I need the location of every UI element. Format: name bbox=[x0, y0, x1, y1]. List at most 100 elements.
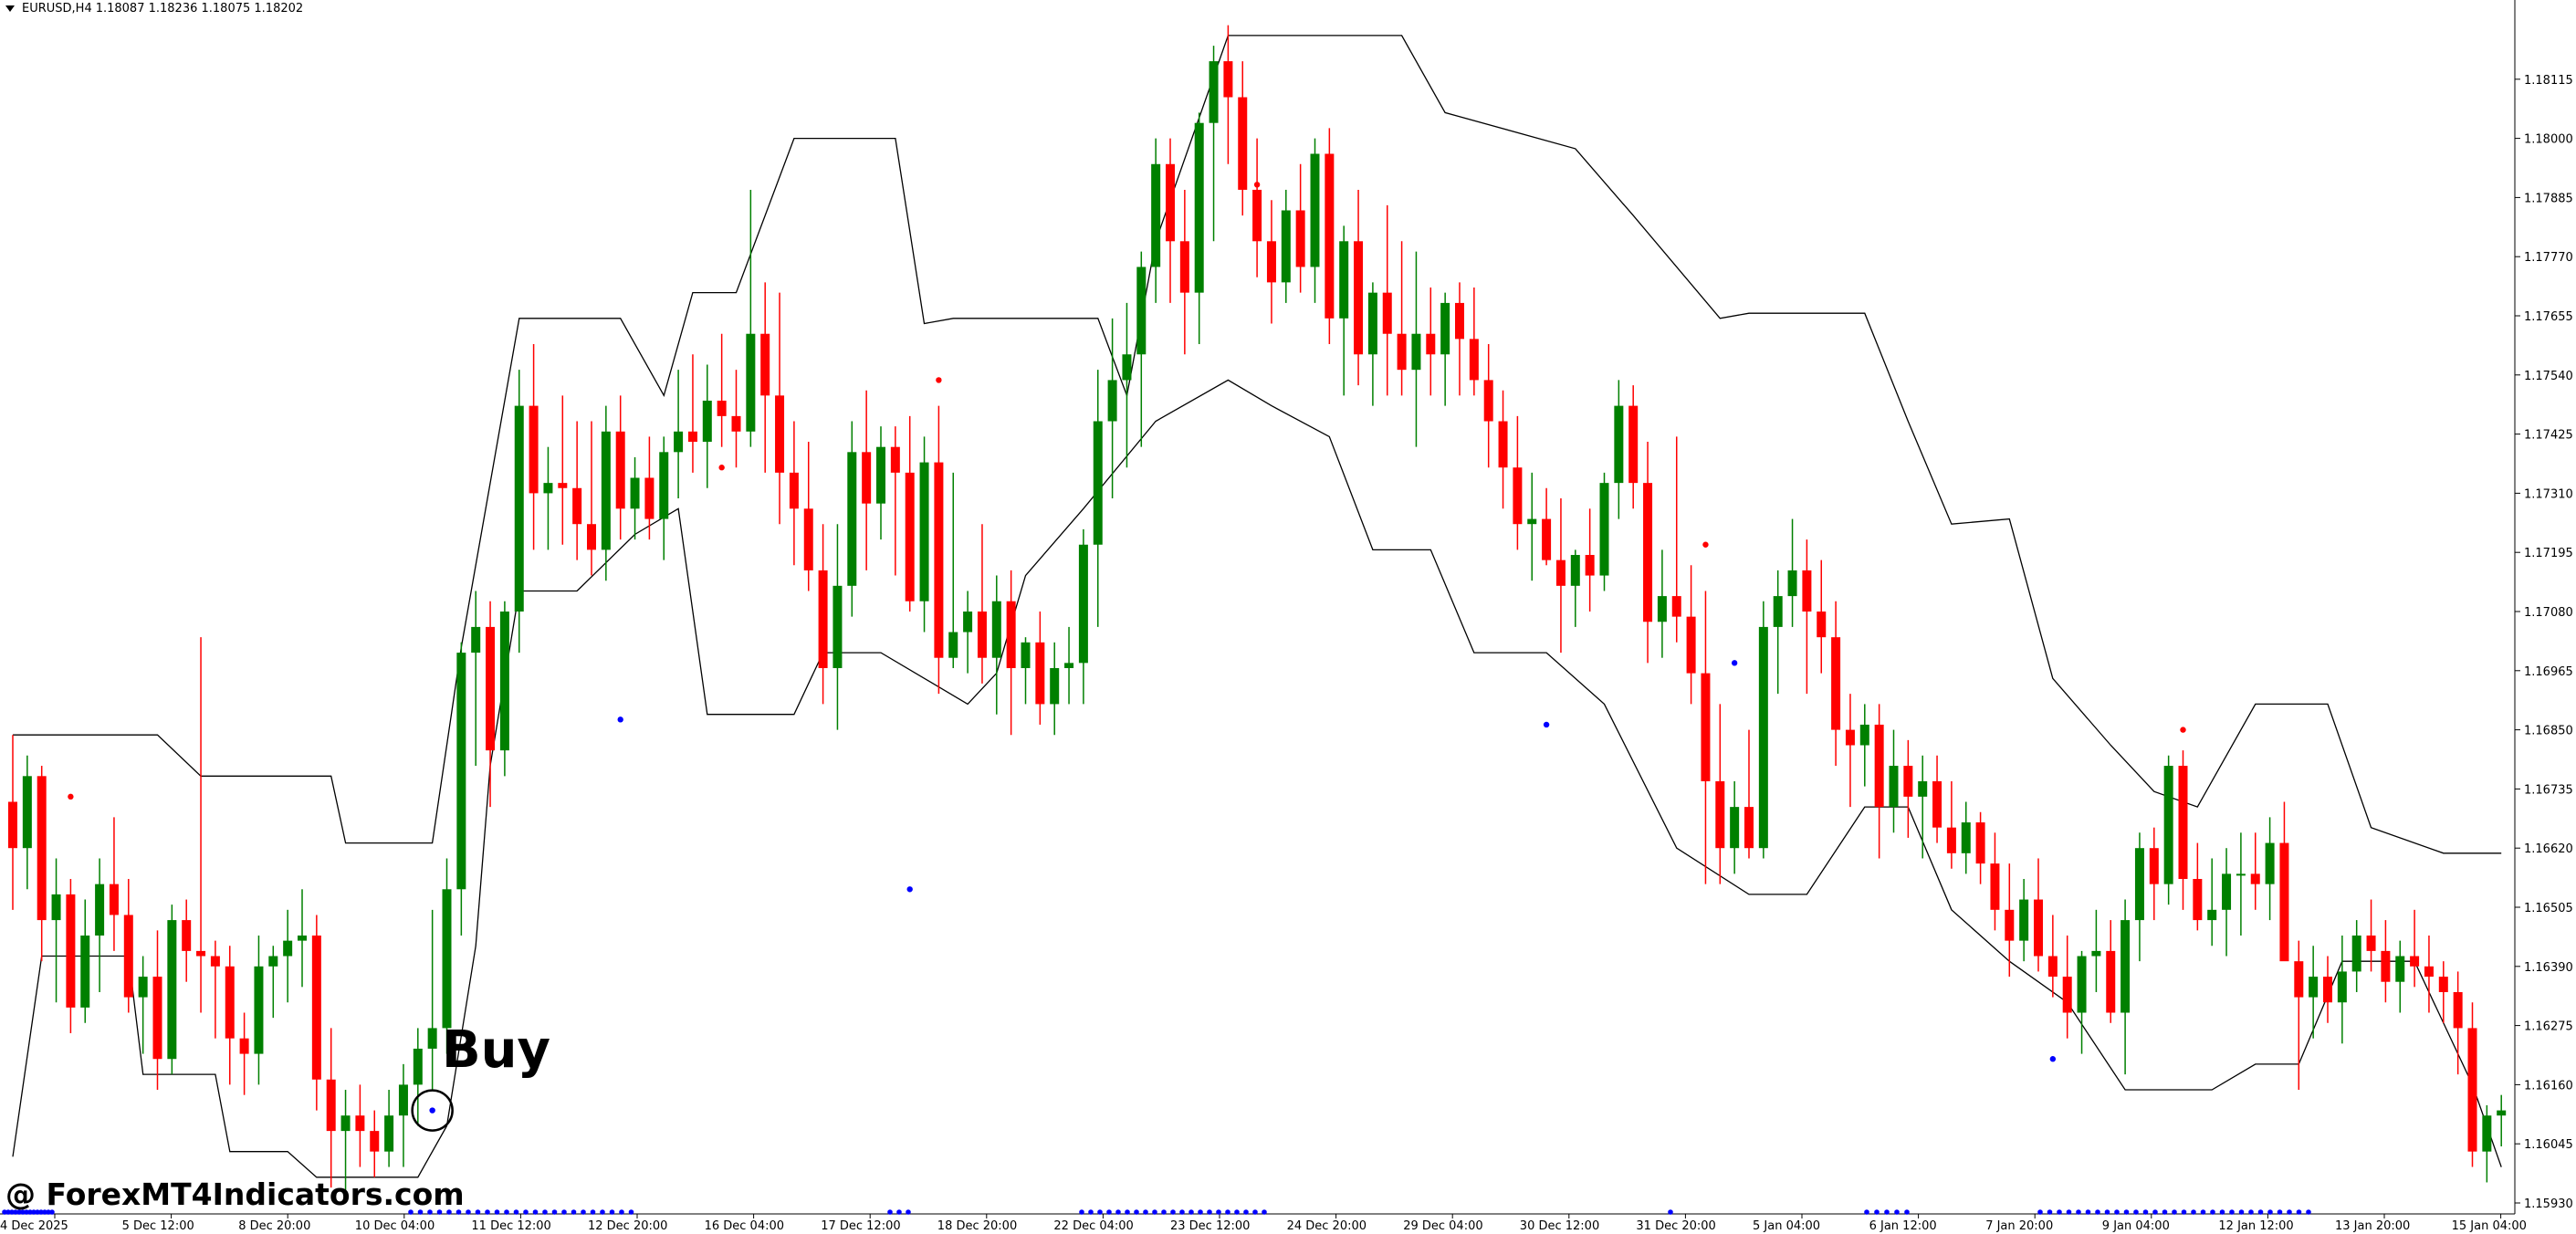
dropdown-triangle-icon[interactable] bbox=[5, 5, 15, 12]
price-label: 1.17655 bbox=[2524, 310, 2573, 324]
candle-bull bbox=[2120, 920, 2131, 1013]
price-label: 1.15930 bbox=[2524, 1197, 2573, 1211]
bottom-dot bbox=[1252, 1209, 1258, 1215]
channel-lower-line bbox=[12, 379, 2502, 1178]
bottom-dot bbox=[2248, 1209, 2254, 1215]
watermark: @ ForexMT4Indicators.com bbox=[5, 1176, 465, 1212]
bottom-dot bbox=[504, 1209, 509, 1215]
candle-bull bbox=[2351, 935, 2361, 972]
time-label: 17 Dec 12:00 bbox=[821, 1219, 900, 1233]
candle-bull bbox=[2019, 899, 2029, 941]
bottom-dot bbox=[2123, 1209, 2130, 1215]
time-label: 9 Jan 04:00 bbox=[2102, 1219, 2170, 1233]
bottom-dot bbox=[475, 1209, 481, 1215]
candle-bull bbox=[413, 1048, 423, 1085]
candle-bull bbox=[283, 940, 293, 957]
buy-dot bbox=[906, 886, 913, 893]
candle-bear bbox=[1252, 189, 1262, 242]
candle-bear bbox=[818, 570, 828, 668]
bottom-dot bbox=[1874, 1209, 1880, 1215]
sell-dot bbox=[1253, 182, 1261, 188]
candle-bull bbox=[1570, 555, 1580, 586]
candle-bull bbox=[1787, 570, 1797, 597]
bottom-dot bbox=[2296, 1209, 2302, 1215]
candle-bear bbox=[1238, 97, 1248, 190]
bottom-dot bbox=[1079, 1209, 1084, 1215]
candle-bull bbox=[601, 431, 611, 550]
candle-bear bbox=[210, 956, 220, 967]
bottom-dot bbox=[427, 1209, 433, 1215]
candle-bull bbox=[1758, 626, 1768, 849]
sell-dot bbox=[936, 377, 942, 383]
bottom-dot bbox=[551, 1209, 558, 1215]
bottom-dot bbox=[16, 1209, 22, 1215]
bottom-dot bbox=[2047, 1209, 2053, 1215]
candle-bull bbox=[832, 585, 843, 668]
candle-bear bbox=[1555, 559, 1565, 586]
candle-bear bbox=[2062, 977, 2072, 1013]
bottom-dot bbox=[1189, 1209, 1194, 1215]
bottom-dot bbox=[2257, 1209, 2264, 1215]
candle-bull bbox=[1411, 333, 1421, 371]
candle-bear bbox=[2323, 977, 2332, 1003]
candle-bear bbox=[1628, 405, 1639, 484]
candle-bear bbox=[1990, 863, 2000, 910]
price-label: 1.17885 bbox=[2524, 192, 2573, 205]
bottom-dot bbox=[1884, 1209, 1890, 1215]
candle-bull bbox=[1859, 724, 1869, 746]
candle-bull bbox=[1078, 544, 1088, 664]
candle-bull bbox=[456, 653, 466, 890]
candle-bull bbox=[340, 1115, 351, 1132]
candle-bull bbox=[2134, 848, 2144, 921]
candle-bear bbox=[2424, 966, 2434, 978]
time-label: 13 Jan 20:00 bbox=[2335, 1219, 2410, 1233]
bottom-dot bbox=[1161, 1209, 1167, 1215]
candle-bull bbox=[1657, 596, 1667, 622]
bottom-dot bbox=[2114, 1209, 2120, 1215]
bottom-dot bbox=[20, 1209, 26, 1215]
bottom-dot bbox=[2066, 1209, 2072, 1215]
price-label: 1.16045 bbox=[2524, 1138, 2573, 1152]
candle-bull bbox=[1367, 292, 1377, 355]
time-label: 6 Jan 12:00 bbox=[1869, 1219, 1937, 1233]
bottom-dot bbox=[532, 1209, 539, 1215]
candle-bear bbox=[1946, 827, 1956, 853]
sell-dot bbox=[718, 465, 725, 471]
candle-bear bbox=[1166, 163, 1175, 242]
bottom-dot bbox=[2287, 1209, 2292, 1215]
candle-bull bbox=[1339, 241, 1349, 319]
candle-bear bbox=[225, 966, 235, 1039]
bottom-dot bbox=[1170, 1209, 1176, 1215]
candle-bull bbox=[543, 483, 553, 494]
time-label: 31 Dec 20:00 bbox=[1636, 1219, 1715, 1233]
bottom-dot bbox=[42, 1209, 47, 1215]
candle-bear bbox=[239, 1038, 249, 1054]
bottom-dot bbox=[2, 1209, 7, 1215]
candle-bear bbox=[2149, 848, 2159, 884]
candle-bull bbox=[919, 462, 929, 601]
candle-bear bbox=[2467, 1028, 2477, 1152]
candle-bear bbox=[1643, 483, 1653, 622]
sell-dot bbox=[68, 793, 74, 800]
candle-bear bbox=[1455, 302, 1464, 340]
buy-label: Buy bbox=[442, 1020, 551, 1080]
bottom-dot bbox=[31, 1209, 37, 1215]
candle-bear bbox=[1932, 780, 1942, 828]
candle-bull bbox=[1122, 354, 1132, 381]
candle-bear bbox=[152, 977, 162, 1060]
time-label: 10 Dec 04:00 bbox=[355, 1219, 435, 1233]
candle-bear bbox=[311, 935, 321, 1080]
chart-header: EURUSD,H4 1.18087 1.18236 1.18075 1.1820… bbox=[5, 2, 303, 16]
price-label: 1.17080 bbox=[2524, 606, 2573, 620]
candle-bear bbox=[558, 483, 568, 488]
candle-bear bbox=[760, 333, 770, 396]
bottom-dot bbox=[590, 1209, 596, 1215]
candle-bear bbox=[1802, 570, 1812, 612]
time-label: 5 Dec 12:00 bbox=[122, 1219, 194, 1233]
candle-bull bbox=[1527, 518, 1537, 525]
bottom-dot bbox=[46, 1209, 51, 1215]
candle-bear bbox=[1585, 555, 1595, 576]
buy-signal-circle bbox=[411, 1089, 454, 1132]
